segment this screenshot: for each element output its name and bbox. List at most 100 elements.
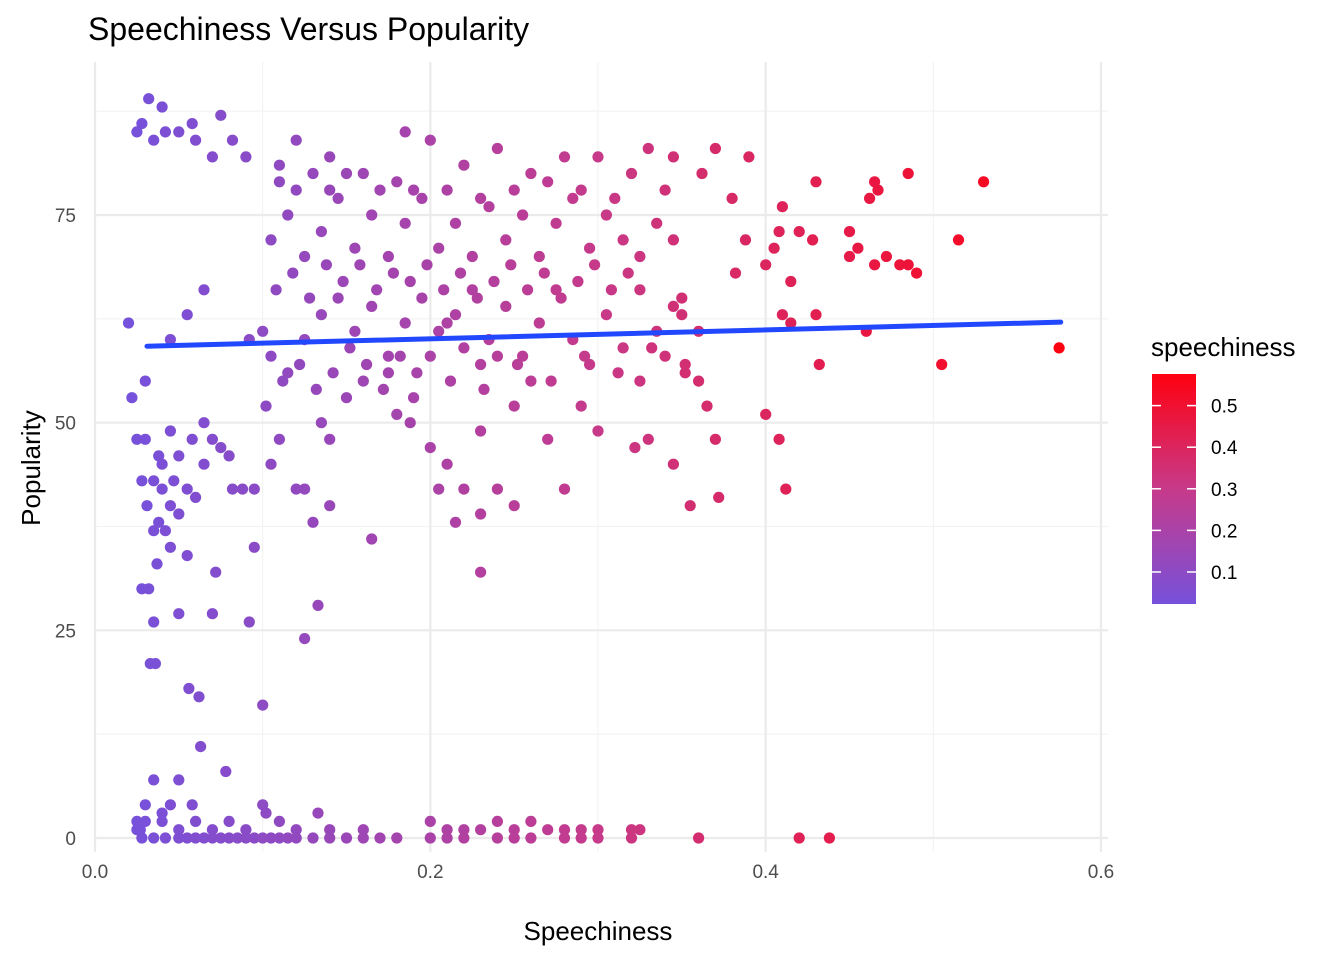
scatter-point bbox=[659, 184, 671, 196]
scatter-point bbox=[148, 134, 160, 146]
scatter-point bbox=[332, 192, 344, 204]
scatter-point bbox=[139, 815, 151, 828]
scatter-point bbox=[424, 442, 436, 454]
scatter-point bbox=[952, 234, 965, 246]
scatter-point bbox=[441, 317, 453, 329]
scatter-point bbox=[441, 824, 453, 836]
scatter-point bbox=[136, 583, 148, 595]
scatter-point bbox=[525, 375, 537, 387]
scatter-point bbox=[122, 317, 135, 329]
legend: speechiness 0.1 0.2 0.3 0.4 0.5 bbox=[1151, 332, 1296, 604]
scatter-point bbox=[517, 350, 529, 362]
scatter-point bbox=[810, 176, 822, 188]
scatter-point bbox=[634, 824, 646, 836]
scatter-point bbox=[424, 832, 436, 844]
scatter-point bbox=[701, 400, 713, 412]
scatter-point bbox=[449, 516, 462, 528]
scatter-point bbox=[729, 267, 742, 279]
scatter-point bbox=[126, 392, 138, 404]
scatter-point bbox=[307, 516, 319, 528]
scatter-point bbox=[454, 267, 467, 279]
scatter-point bbox=[843, 226, 856, 238]
scatter-point bbox=[148, 475, 160, 487]
scatter-point bbox=[310, 383, 322, 395]
scatter-point bbox=[424, 815, 436, 828]
scatter-point bbox=[894, 259, 906, 271]
scatter-point bbox=[273, 832, 285, 844]
scatter-point bbox=[139, 375, 151, 387]
scatter-point bbox=[505, 259, 517, 271]
scatter-point bbox=[575, 400, 587, 412]
scatter-point bbox=[475, 358, 487, 371]
scatter-point bbox=[131, 433, 143, 445]
scatter-point bbox=[411, 367, 423, 379]
scatter-point bbox=[206, 824, 218, 836]
scatter-point bbox=[558, 151, 571, 163]
x-tick-label: 0.6 bbox=[1088, 862, 1114, 883]
scatter-point bbox=[625, 824, 638, 836]
scatter-point bbox=[282, 832, 294, 844]
scatter-point bbox=[299, 250, 311, 263]
scatter-point bbox=[394, 350, 406, 362]
scatter-point bbox=[248, 832, 260, 844]
scatter-point bbox=[141, 500, 153, 512]
y-tick-label: 0 bbox=[65, 829, 76, 850]
scatter-point bbox=[382, 367, 394, 379]
scatter-point bbox=[869, 259, 881, 271]
scatter-point bbox=[605, 284, 618, 296]
scatter-point bbox=[181, 309, 193, 321]
scatter-point bbox=[374, 832, 386, 844]
scatter-point bbox=[713, 491, 725, 503]
scatter-point bbox=[294, 358, 306, 371]
legend-ticks: 0.1 0.2 0.3 0.4 0.5 bbox=[1152, 397, 1238, 584]
scatter-point bbox=[312, 807, 324, 819]
scatter-point bbox=[500, 234, 512, 246]
scatter-point bbox=[642, 142, 654, 155]
scatter-point bbox=[902, 259, 914, 271]
scatter-point bbox=[273, 159, 285, 171]
scatter-point bbox=[584, 242, 596, 254]
scatter-point bbox=[260, 400, 272, 412]
scatter-point bbox=[491, 350, 503, 362]
scatter-point bbox=[186, 433, 198, 445]
scatter-point bbox=[538, 267, 550, 279]
scatter-point bbox=[173, 824, 185, 836]
scatter-point bbox=[776, 201, 789, 213]
y-axis-title: Popularity bbox=[16, 410, 46, 526]
scatter-point bbox=[190, 491, 202, 503]
scatter-point bbox=[550, 217, 562, 229]
scatter-point bbox=[399, 317, 411, 329]
scatter-point bbox=[458, 159, 470, 171]
scatter-point bbox=[190, 815, 202, 828]
scatter-point bbox=[773, 226, 785, 238]
scatter-point bbox=[159, 832, 171, 844]
scatter-point bbox=[223, 815, 235, 828]
scatter-point bbox=[173, 126, 185, 138]
scatter-point bbox=[231, 832, 244, 844]
scatter-point bbox=[312, 599, 324, 612]
y-tick-label: 50 bbox=[55, 414, 76, 435]
scatter-point bbox=[902, 167, 914, 180]
scatter-point bbox=[282, 367, 294, 379]
scatter-point bbox=[475, 566, 487, 578]
scatter-point bbox=[156, 458, 168, 470]
scatter-point bbox=[592, 832, 604, 844]
scatter-point bbox=[156, 483, 168, 495]
scatter-point bbox=[433, 483, 445, 495]
scatter-point bbox=[813, 358, 825, 371]
scatter-point bbox=[156, 815, 168, 828]
scatter-point bbox=[287, 267, 299, 279]
scatter-point bbox=[760, 259, 772, 271]
scatter-point bbox=[136, 118, 148, 130]
scatter-point bbox=[282, 209, 294, 221]
scatter-point bbox=[215, 442, 227, 454]
scatter-point bbox=[273, 433, 285, 445]
scatter-point bbox=[357, 832, 369, 844]
scatter-point bbox=[508, 500, 520, 512]
scatter-point bbox=[667, 300, 680, 312]
scatter-point bbox=[290, 134, 302, 146]
scatter-point bbox=[709, 433, 722, 445]
x-axis-ticks: 0.0 0.2 0.4 0.6 bbox=[82, 862, 1114, 883]
scatter-point bbox=[575, 824, 587, 836]
